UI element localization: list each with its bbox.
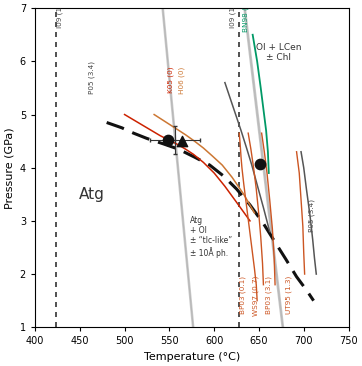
Text: BP03 (0.1): BP03 (0.1) bbox=[239, 276, 246, 314]
Text: K05 (0): K05 (0) bbox=[168, 67, 174, 93]
Text: P05 (3.4): P05 (3.4) bbox=[308, 199, 315, 232]
Point bbox=[257, 161, 263, 167]
Y-axis label: Pressure (GPa): Pressure (GPa) bbox=[4, 127, 14, 209]
Text: BN98 (0.5): BN98 (0.5) bbox=[243, 0, 249, 32]
Text: Atg: Atg bbox=[79, 187, 104, 202]
Text: I09 (1.5): I09 (1.5) bbox=[230, 0, 236, 28]
Point bbox=[179, 138, 185, 144]
Text: UT95 (1.3): UT95 (1.3) bbox=[286, 276, 292, 314]
Text: WS97 (0.7): WS97 (0.7) bbox=[253, 275, 259, 315]
Text: BP03 (3.1): BP03 (3.1) bbox=[265, 276, 272, 314]
Ellipse shape bbox=[223, 0, 303, 366]
Text: P05 (3.4): P05 (3.4) bbox=[89, 61, 95, 94]
Text: H06 (0): H06 (0) bbox=[178, 66, 185, 94]
X-axis label: Temperature (°C): Temperature (°C) bbox=[144, 352, 240, 362]
Text: I09 (1.5): I09 (1.5) bbox=[56, 0, 63, 28]
Ellipse shape bbox=[131, 0, 220, 366]
Text: Atg
+ Ol
± “tlc-like”
± 10Å ph.: Atg + Ol ± “tlc-like” ± 10Å ph. bbox=[190, 216, 232, 258]
Point bbox=[165, 137, 171, 143]
Text: Ol + LCen
± Chl: Ol + LCen ± Chl bbox=[256, 43, 302, 62]
